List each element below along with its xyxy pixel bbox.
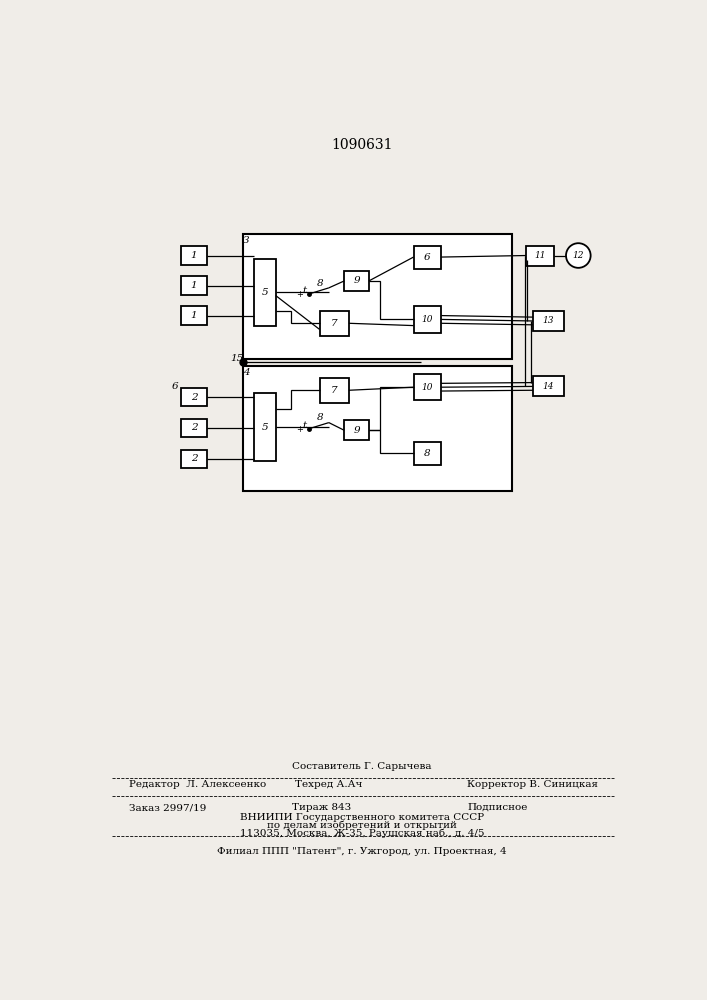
Bar bbox=[344, 420, 369, 440]
Text: 3: 3 bbox=[243, 236, 250, 245]
Text: 2: 2 bbox=[191, 393, 197, 402]
Bar bbox=[533, 311, 563, 331]
Bar bbox=[320, 311, 349, 336]
Text: t: t bbox=[302, 421, 306, 430]
Text: 2: 2 bbox=[191, 454, 197, 463]
Text: 12: 12 bbox=[573, 251, 584, 260]
Text: 113035, Москва, Ж-35, Раушская наб., д. 4/5: 113035, Москва, Ж-35, Раушская наб., д. … bbox=[240, 828, 484, 838]
Text: t: t bbox=[302, 286, 306, 295]
Text: 2: 2 bbox=[191, 424, 197, 432]
Text: Подписное: Подписное bbox=[467, 803, 528, 812]
Text: 8: 8 bbox=[424, 449, 431, 458]
Bar bbox=[414, 374, 441, 400]
Bar bbox=[243, 234, 512, 359]
Text: +: + bbox=[296, 290, 303, 299]
Text: ВНИИПИ Государственного комитета СССР: ВНИИПИ Государственного комитета СССР bbox=[240, 813, 484, 822]
Text: 4: 4 bbox=[243, 368, 250, 377]
Text: 1090631: 1090631 bbox=[331, 138, 392, 152]
Text: 1: 1 bbox=[191, 311, 197, 320]
Circle shape bbox=[566, 243, 590, 268]
Bar bbox=[526, 246, 554, 266]
Text: 9: 9 bbox=[354, 426, 360, 435]
Text: Составитель Г. Сарычева: Составитель Г. Сарычева bbox=[292, 762, 432, 771]
Text: 7: 7 bbox=[331, 319, 337, 328]
Bar bbox=[254, 393, 276, 461]
Bar bbox=[181, 246, 207, 265]
Text: 6: 6 bbox=[424, 253, 431, 262]
Text: 8: 8 bbox=[317, 413, 324, 422]
Text: Техред А.Ач: Техред А.Ач bbox=[295, 780, 363, 789]
Text: 9: 9 bbox=[354, 276, 360, 285]
Text: Заказ 2997/19: Заказ 2997/19 bbox=[129, 803, 206, 812]
Text: Корректор В. Синицкая: Корректор В. Синицкая bbox=[467, 780, 598, 789]
Text: 6: 6 bbox=[172, 382, 178, 391]
Bar bbox=[414, 246, 441, 269]
Bar bbox=[254, 259, 276, 326]
Bar bbox=[243, 366, 512, 491]
Bar bbox=[181, 276, 207, 295]
Bar bbox=[320, 378, 349, 403]
Text: 11: 11 bbox=[534, 251, 546, 260]
Text: 1: 1 bbox=[191, 251, 197, 260]
Bar bbox=[533, 376, 563, 396]
Bar bbox=[181, 450, 207, 468]
Text: по делам изобретений и открытий: по делам изобретений и открытий bbox=[267, 821, 457, 830]
Bar bbox=[181, 419, 207, 437]
Text: 14: 14 bbox=[542, 382, 554, 391]
Text: 7: 7 bbox=[331, 386, 337, 395]
Bar bbox=[414, 306, 441, 333]
Text: 5: 5 bbox=[262, 288, 268, 297]
Text: 10: 10 bbox=[421, 315, 433, 324]
Text: Редактор  Л. Алексеенко: Редактор Л. Алексеенко bbox=[129, 780, 266, 789]
Text: 10: 10 bbox=[421, 383, 433, 392]
Bar bbox=[344, 271, 369, 291]
Text: 8: 8 bbox=[317, 279, 324, 288]
Bar bbox=[181, 306, 207, 325]
Text: +: + bbox=[296, 425, 303, 434]
Bar bbox=[181, 388, 207, 406]
Text: 15: 15 bbox=[230, 354, 243, 363]
Bar bbox=[414, 442, 441, 465]
Text: 5: 5 bbox=[262, 423, 268, 432]
Text: 13: 13 bbox=[542, 316, 554, 325]
Text: Тираж 843: Тираж 843 bbox=[291, 803, 351, 812]
Text: 1: 1 bbox=[191, 281, 197, 290]
Text: Филиал ППП "Патент", г. Ужгород, ул. Проектная, 4: Филиал ППП "Патент", г. Ужгород, ул. Про… bbox=[217, 847, 507, 856]
